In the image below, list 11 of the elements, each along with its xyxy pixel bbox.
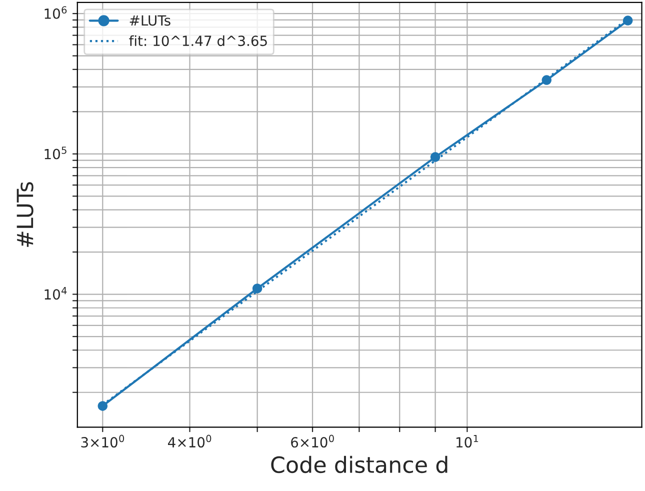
x-tick-label: 6×10$^{0}$	[291, 434, 334, 448]
y-tick-label: 10$^{4}$	[44, 287, 67, 300]
x-axis-title: Code distance d	[271, 456, 448, 474]
x-tick-label: 3×10$^{0}$	[81, 434, 124, 448]
legend-label: fit: 10^1.47 d^3.65	[129, 35, 267, 46]
y-tick-label: 10$^{6}$	[44, 6, 67, 19]
y-tick-label: 10$^{5}$	[44, 146, 66, 160]
x-tick-label: 10$^{1}$	[456, 434, 478, 448]
x-tick-label: 4×10$^{0}$	[168, 434, 212, 448]
legend-label: #LUTs	[130, 15, 170, 26]
y-axis-title: #LUTs	[16, 182, 34, 247]
